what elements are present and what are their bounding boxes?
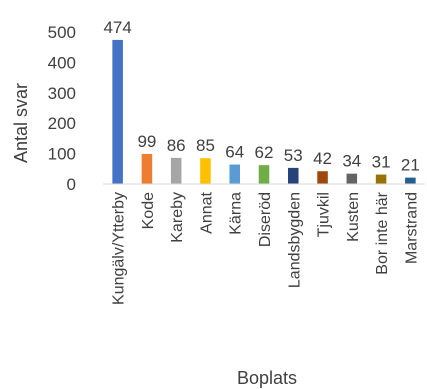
y-tick-label: 400 — [48, 53, 76, 72]
bar — [346, 173, 358, 184]
bar — [288, 167, 299, 184]
y-tick-label: 100 — [48, 145, 76, 164]
data-label: 62 — [255, 143, 274, 162]
category-label: Tjuvkil — [316, 192, 333, 237]
category-label: Kode — [140, 192, 157, 229]
x-axis-title: Boplats — [237, 368, 297, 388]
data-label: 31 — [372, 153, 391, 172]
bar — [200, 158, 211, 184]
category-label: Landsbygden — [286, 192, 303, 288]
data-label: 21 — [401, 156, 420, 175]
category-label: Diseröd — [257, 192, 274, 247]
bars — [112, 39, 416, 185]
bar — [375, 174, 387, 184]
category-label: Bor inte här — [374, 191, 391, 274]
bar — [258, 165, 270, 184]
data-label: 42 — [313, 149, 332, 168]
bar — [141, 153, 153, 184]
category-labels: Kungälv/Ytterby Kode Kareby Annat Kärna Diser… — [111, 191, 421, 305]
bar — [317, 171, 328, 184]
category-label: Kärna — [228, 192, 245, 235]
data-label: 474 — [103, 18, 131, 37]
data-label: 53 — [284, 146, 303, 165]
bar — [405, 177, 416, 184]
bar — [229, 164, 240, 184]
data-label: 86 — [167, 136, 186, 155]
y-tick-label: 200 — [48, 114, 76, 133]
y-tick-label: 300 — [48, 84, 76, 103]
y-axis-ticks: 0 100 200 300 400 500 — [48, 23, 76, 194]
data-label: 64 — [225, 143, 244, 162]
bar — [170, 157, 182, 184]
category-label: Annat — [198, 191, 215, 233]
y-axis-title: Antal svar — [11, 83, 31, 163]
data-label: 99 — [137, 132, 156, 151]
category-label: Kareby — [169, 192, 186, 243]
y-tick-label: 0 — [67, 175, 76, 194]
category-label: Kungälv/Ytterby — [111, 192, 128, 305]
data-label: 34 — [342, 152, 361, 171]
category-label: Kusten — [345, 192, 362, 242]
y-tick-label: 500 — [48, 23, 76, 42]
bar — [112, 39, 123, 185]
data-label: 85 — [196, 136, 215, 155]
data-labels: 474 99 86 85 64 62 53 42 34 31 21 — [103, 18, 419, 175]
category-label: Marstrand — [403, 192, 420, 264]
